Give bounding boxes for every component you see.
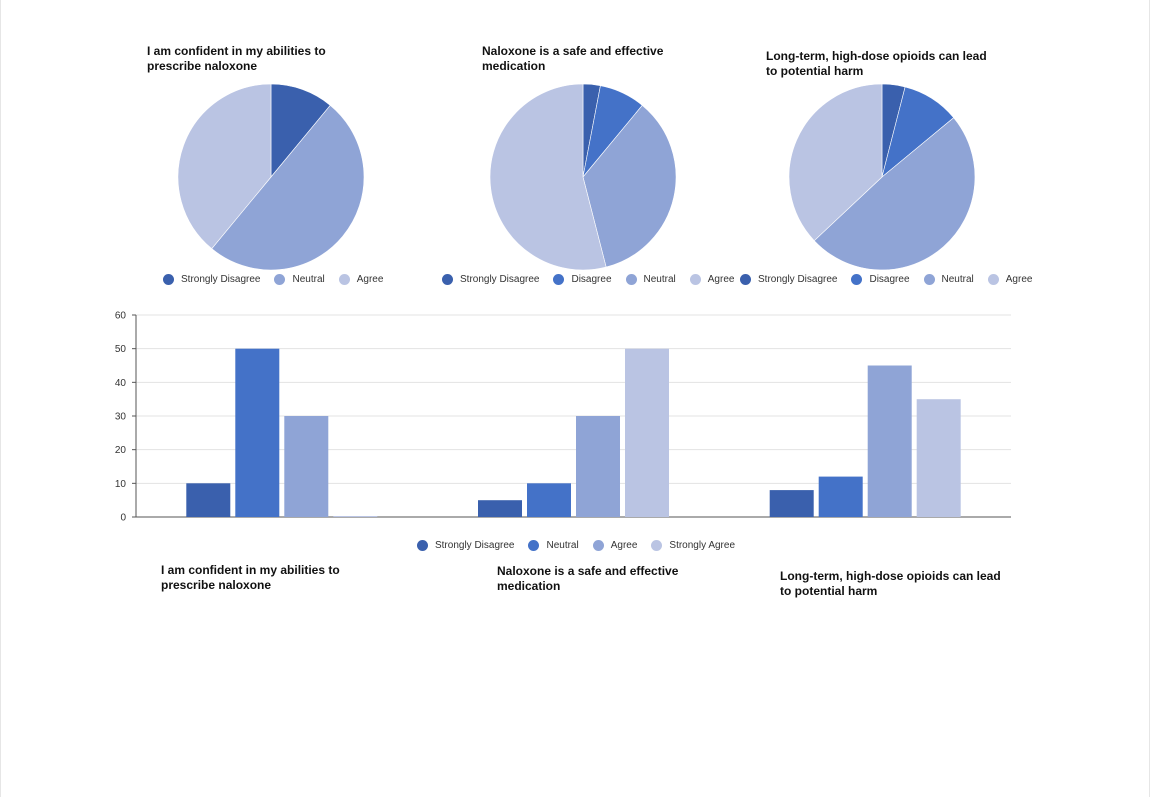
- legend-label: Agree: [610, 540, 638, 551]
- legend-label: Disagree: [571, 274, 612, 285]
- legend-label: Neutral: [292, 274, 325, 285]
- bar-category-label-1: I am confident in my abilities to prescr…: [161, 563, 340, 592]
- legend-label: Strongly Agree: [669, 540, 736, 551]
- y-tick-label: 60: [115, 311, 127, 322]
- legend-item-strongly-disagree: Strongly Disagree: [442, 274, 539, 285]
- bar-agree-2: [576, 416, 620, 517]
- legend-item-agree: Agree: [689, 274, 735, 285]
- pie-1-title: I am confident in my abilities to prescr…: [147, 44, 326, 73]
- y-tick-label: 40: [115, 378, 127, 389]
- y-tick-label: 50: [115, 344, 127, 355]
- bar-strongly-agree-2: [625, 348, 669, 517]
- bar-category-label-3: Long-term, high-dose opioids can lead to…: [780, 569, 1001, 598]
- pie-1-legend: Strongly Disagree Neutral Agree: [163, 274, 383, 285]
- pie-chart-3: [788, 83, 976, 271]
- legend-label: Agree: [707, 274, 735, 285]
- legend-swatch: [851, 274, 863, 285]
- legend-swatch: [689, 274, 701, 285]
- legend-item-neutral: Neutral: [625, 274, 676, 285]
- bar-strongly-disagree-2: [478, 500, 522, 517]
- bar-category-label-2: Naloxone is a safe and effective medicat…: [497, 564, 679, 593]
- legend-swatch: [274, 274, 286, 285]
- bar-strongly-disagree-3: [769, 490, 814, 517]
- legend-item-neutral: Neutral: [274, 274, 325, 285]
- legend-swatch: [163, 274, 174, 285]
- legend-label: Strongly Disagree: [181, 274, 261, 285]
- legend-label: Strongly Disagree: [758, 274, 838, 285]
- pie-slice-neutral: [211, 104, 365, 271]
- legend-swatch: [923, 274, 935, 285]
- bar-strongly-disagree-1: [186, 483, 231, 517]
- bar-agree-3: [867, 365, 912, 517]
- legend-swatch: [338, 274, 350, 285]
- pie-3-legend: Strongly Disagree Disagree Neutral Agree: [740, 274, 1032, 285]
- pie-slice-agree: [489, 83, 607, 271]
- legend-item-neutral: Neutral: [923, 274, 974, 285]
- bar-neutral-2: [527, 483, 571, 517]
- legend-swatch: [528, 540, 540, 551]
- pie-slice-neutral: [813, 117, 976, 271]
- legend-label: Agree: [356, 274, 384, 285]
- pie-slice-agree: [177, 83, 272, 250]
- bar-neutral-3: [818, 476, 863, 517]
- legend-item-neutral: Neutral: [528, 540, 579, 551]
- y-tick-label: 30: [115, 412, 127, 423]
- legend-label: Agree: [1005, 274, 1033, 285]
- y-tick-label: 0: [120, 513, 126, 524]
- legend-swatch: [651, 540, 663, 551]
- y-tick-label: 10: [115, 479, 127, 490]
- legend-label: Strongly Disagree: [434, 540, 515, 551]
- legend-label: Neutral: [643, 274, 676, 285]
- legend-label: Disagree: [869, 274, 910, 285]
- y-tick-label: 20: [115, 445, 127, 456]
- bar-agree-1: [284, 416, 329, 517]
- legend-item-disagree: Disagree: [553, 274, 612, 285]
- bar-neutral-1: [235, 348, 280, 517]
- legend-item-disagree: Disagree: [851, 274, 910, 285]
- pie-2-legend: Strongly Disagree Disagree Neutral Agree: [442, 274, 734, 285]
- bar-strongly-agree-1: [333, 516, 378, 517]
- legend-item-strongly-disagree: Strongly Disagree: [416, 540, 515, 551]
- legend-item-agree: Agree: [592, 540, 638, 551]
- legend-item-strongly-disagree: Strongly Disagree: [163, 274, 260, 285]
- legend-label: Neutral: [941, 274, 974, 285]
- legend-swatch: [625, 274, 637, 285]
- legend-swatch: [553, 274, 565, 285]
- legend-swatch: [987, 274, 999, 285]
- legend-item-strongly-disagree: Strongly Disagree: [740, 274, 837, 285]
- legend-swatch: [416, 540, 428, 551]
- pie-slice-neutral: [582, 104, 677, 268]
- legend-item-strongly-agree: Strongly Agree: [651, 540, 735, 551]
- legend-label: Strongly Disagree: [460, 274, 540, 285]
- bar-chart-legend: Strongly Disagree Neutral Agree Strongly Ag…: [1, 540, 1150, 551]
- legend-item-agree: Agree: [987, 274, 1033, 285]
- pie-2-title: Naloxone is a safe and effective medicat…: [482, 44, 664, 73]
- bar-strongly-agree-3: [916, 399, 961, 517]
- pie-chart-2: [489, 83, 677, 271]
- legend-item-agree: Agree: [338, 274, 384, 285]
- legend-label: Neutral: [546, 540, 579, 551]
- legend-swatch: [442, 274, 453, 285]
- pie-3-title: Long-term, high-dose opioids can lead to…: [766, 49, 987, 78]
- pie-slice-agree: [788, 83, 883, 242]
- bar-chart: 0 10 20 30 40 50 60: [115, 311, 1011, 524]
- pie-chart-1: [177, 83, 365, 271]
- legend-swatch: [740, 274, 751, 285]
- legend-swatch: [592, 540, 604, 551]
